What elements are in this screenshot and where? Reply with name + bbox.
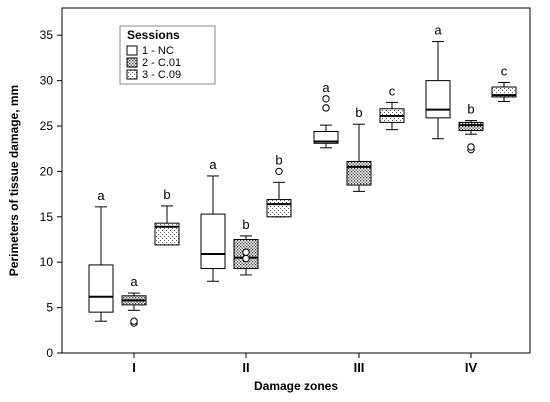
- legend-entry-label: 1 - NC: [142, 45, 174, 57]
- box-iqr: [200, 213, 226, 270]
- legend-entry-label: 2 - C.01: [142, 57, 181, 69]
- box-iqr: [154, 222, 180, 246]
- significance-label: a: [97, 188, 105, 203]
- box-III-series-1: a: [313, 80, 339, 149]
- outlier-point: [242, 248, 250, 256]
- box-I-series-2: a: [121, 274, 147, 327]
- box-II-series-1: a: [200, 157, 226, 282]
- y-tick-label: 15: [40, 210, 54, 224]
- y-tick-label: 30: [40, 74, 54, 88]
- outlier-point: [467, 143, 475, 151]
- y-tick-label: 25: [40, 119, 54, 133]
- y-tick-label: 0: [46, 346, 53, 360]
- y-tick-label: 20: [40, 164, 54, 178]
- x-category-label: II: [242, 360, 249, 375]
- x-axis-title: Damage zones: [254, 379, 338, 393]
- significance-label: a: [434, 23, 442, 38]
- boxes-layer: a a a a a b b b b b c c: [88, 23, 517, 327]
- box-III-series-3: c: [379, 83, 405, 131]
- y-tick-label: 5: [46, 301, 53, 315]
- outlier-point: [130, 317, 138, 325]
- box-I-series-3: b: [154, 187, 180, 246]
- significance-label: b: [355, 105, 362, 120]
- significance-label: a: [130, 274, 138, 289]
- significance-label: b: [242, 217, 249, 232]
- box-IV-series-2: b: [458, 102, 484, 154]
- box-iqr: [458, 121, 484, 132]
- box-III-series-2: b: [346, 105, 372, 192]
- box-I-series-1: a: [88, 188, 114, 322]
- significance-label: c: [389, 83, 396, 98]
- box-iqr: [88, 264, 114, 313]
- legend-title: Sessions: [127, 28, 180, 42]
- outlier-point: [242, 254, 250, 263]
- box-iqr: [425, 80, 451, 119]
- plot-frame: [61, 7, 531, 354]
- y-tick-label: 10: [40, 255, 54, 269]
- box-iqr: [313, 130, 339, 144]
- legend: Sessions 1 - NC2 - C.013 - C.09: [119, 25, 216, 85]
- significance-label: b: [163, 187, 170, 202]
- significance-label: a: [322, 80, 330, 95]
- outlier-point: [322, 95, 330, 103]
- box-iqr: [266, 199, 292, 218]
- legend-swatch: [126, 45, 138, 56]
- x-category-label: III: [354, 360, 365, 375]
- significance-label: b: [467, 102, 474, 117]
- significance-label: b: [275, 152, 282, 167]
- box-IV-series-1: a: [425, 23, 451, 140]
- y-tick-label: 35: [40, 28, 54, 42]
- legend-swatch: [126, 69, 138, 80]
- box-iqr: [346, 160, 372, 186]
- outlier-point: [322, 104, 330, 112]
- box-II-series-2: b: [233, 217, 259, 276]
- y-axis: 0 5 10 15 20 25 30 35: [40, 28, 62, 360]
- box-IV-series-3: c: [491, 63, 517, 103]
- x-category-label: I: [132, 360, 136, 375]
- x-category-label: IV: [465, 360, 478, 375]
- box-iqr: [491, 86, 517, 98]
- box-II-series-3: b: [266, 152, 292, 218]
- outlier-point: [275, 167, 283, 176]
- legend-swatch: [126, 57, 138, 68]
- x-axis: I II III IV: [132, 353, 477, 375]
- legend-entry-label: 3 - C.09: [142, 69, 181, 81]
- y-axis-title: Perimeters of tissue damage, mm: [7, 85, 21, 276]
- significance-label: a: [209, 157, 217, 172]
- significance-label: c: [501, 63, 508, 78]
